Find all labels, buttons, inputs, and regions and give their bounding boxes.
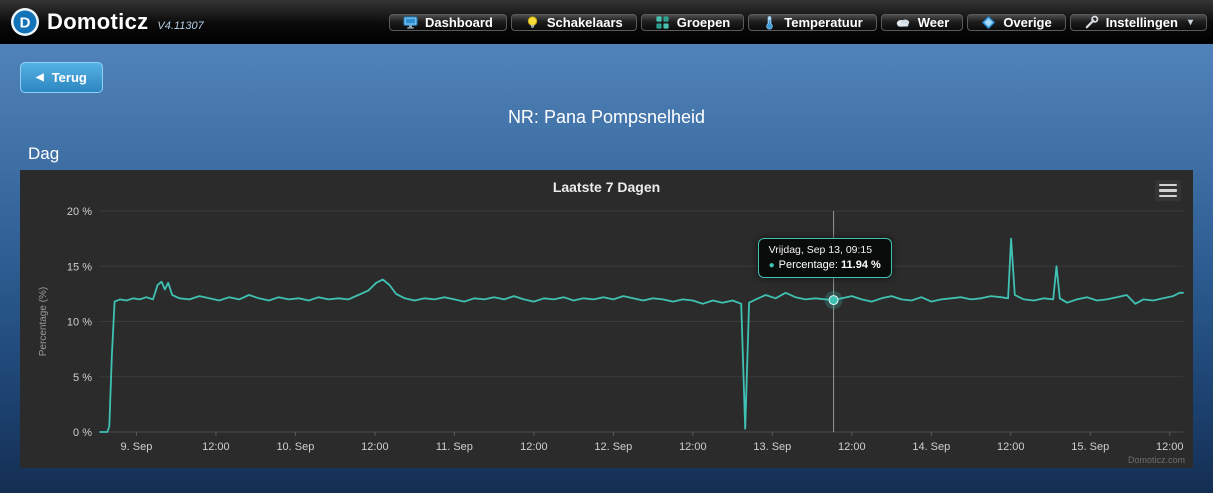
app-logo[interactable]: D Domoticz V4.11307 — [10, 7, 204, 37]
svg-text:9. Sep: 9. Sep — [121, 441, 153, 453]
nav-instellingen[interactable]: Instellingen ▾ — [1069, 13, 1207, 31]
chart-credits: Domoticz.com — [1127, 455, 1185, 465]
svg-text:12:00: 12:00 — [202, 441, 230, 453]
chart-context-menu-button[interactable] — [1155, 180, 1181, 201]
svg-text:12:00: 12:00 — [679, 441, 707, 453]
svg-text:15 %: 15 % — [67, 261, 92, 273]
page-title: NR: Pana Pompsnelheid — [507, 107, 706, 127]
nav-label: Weer — [917, 14, 950, 30]
gem-icon — [981, 15, 996, 30]
chart-panel: Laatste 7 Dagen 0 % 5 % 10 % 15 % 20 % 9. Sep… — [20, 170, 1193, 468]
main-nav: Dashboard Schakelaars Groepen Temperatuu… — [387, 11, 1213, 34]
brand-name: Domoticz — [47, 9, 149, 34]
nav-label: Schakelaars — [546, 14, 623, 30]
top-navbar: D Domoticz V4.11307 Dashboard Schakelaar… — [0, 0, 1213, 44]
bulb-icon — [525, 15, 540, 30]
svg-text:Percentage (%): Percentage (%) — [38, 287, 49, 356]
wrench-icon — [1084, 15, 1099, 30]
svg-text:15. Sep: 15. Sep — [1071, 441, 1109, 453]
nav-label: Overige — [1003, 14, 1052, 30]
domoticz-logo-icon: D — [10, 7, 40, 37]
nav-temperatuur[interactable]: Temperatuur — [748, 13, 877, 31]
svg-text:12:00: 12:00 — [1156, 441, 1184, 453]
chart-title: Laatste 7 Dagen — [552, 179, 661, 195]
chevron-down-icon: ▾ — [1187, 16, 1193, 28]
nav-label: Dashboard — [424, 14, 493, 30]
section-label-dag: Dag — [28, 144, 60, 163]
dashboard-icon — [403, 15, 418, 30]
back-button-label: Terug — [51, 70, 87, 85]
cloud-icon — [895, 16, 911, 29]
nav-schakelaars[interactable]: Schakelaars — [510, 13, 637, 31]
back-button[interactable]: ◀ Terug — [20, 62, 103, 93]
nav-groepen[interactable]: Groepen — [640, 13, 745, 31]
svg-text:13. Sep: 13. Sep — [753, 441, 791, 453]
page-content: ◀ Terug NR: Pana Pompsnelheid Dag Laatst… — [0, 44, 1213, 493]
svg-text:10. Sep: 10. Sep — [276, 441, 314, 453]
brand-version: V4.11307 — [157, 20, 204, 32]
nav-label: Instellingen — [1105, 14, 1178, 30]
svg-text:12:00: 12:00 — [838, 441, 866, 453]
line-chart[interactable]: 0 % 5 % 10 % 15 % 20 % 9. Sep 12:00 10. Sep 12:0… — [20, 170, 1193, 466]
groups-icon — [655, 15, 670, 30]
svg-text:D: D — [20, 15, 31, 32]
svg-text:5 %: 5 % — [73, 372, 92, 384]
back-arrow-icon: ◀ — [36, 72, 44, 83]
nav-overige[interactable]: Overige — [967, 13, 1066, 31]
thermometer-icon — [762, 15, 777, 30]
nav-label: Groepen — [676, 14, 731, 30]
svg-text:14. Sep: 14. Sep — [912, 441, 950, 453]
svg-text:12:00: 12:00 — [997, 441, 1025, 453]
nav-dashboard[interactable]: Dashboard — [388, 13, 507, 31]
svg-text:12:00: 12:00 — [520, 441, 548, 453]
svg-text:0 %: 0 % — [73, 427, 92, 439]
svg-text:11. Sep: 11. Sep — [436, 441, 473, 453]
svg-text:12:00: 12:00 — [361, 441, 389, 453]
nav-weer[interactable]: Weer — [880, 13, 964, 31]
nav-label: Temperatuur — [784, 14, 863, 30]
svg-text:20 %: 20 % — [67, 206, 92, 218]
svg-text:12. Sep: 12. Sep — [594, 441, 632, 453]
svg-text:10 %: 10 % — [67, 317, 92, 329]
